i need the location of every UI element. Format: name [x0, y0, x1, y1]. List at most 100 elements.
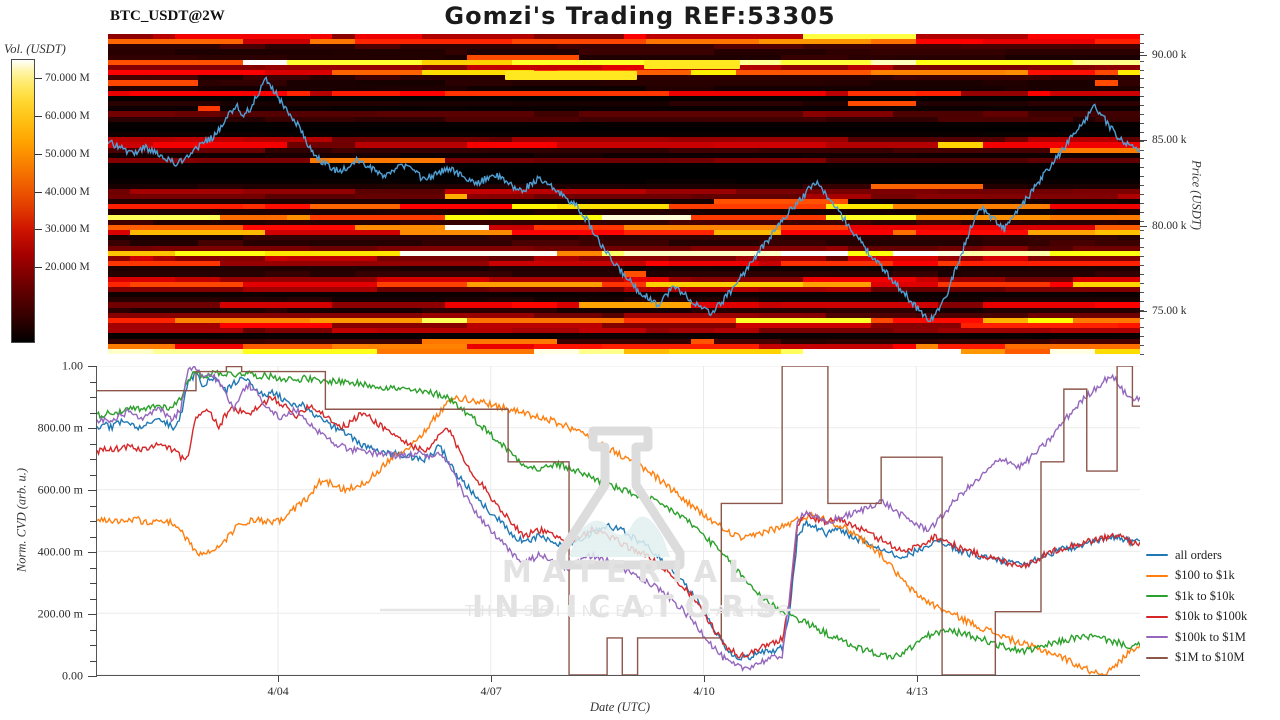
cvd-y-minor-tick	[90, 676, 97, 677]
price-minor-tick	[1140, 87, 1144, 89]
heatmap-cell	[175, 163, 289, 169]
heatmap-cell	[915, 214, 1052, 221]
order-book-heatmap[interactable]	[108, 34, 1140, 354]
heatmap-cell	[825, 204, 895, 211]
cvd-chart-panel[interactable]: 1.00 800.00 m 600.00 m 400.00 m 200.00 m 0.00…	[38, 359, 1140, 698]
legend-item[interactable]: $100 to $1k	[1146, 566, 1247, 587]
heatmap-cell	[1005, 137, 1030, 143]
heatmap-cell	[108, 178, 155, 185]
legend-item[interactable]: $100k to $1M	[1146, 627, 1247, 648]
heatmap-cell	[422, 307, 558, 314]
heatmap-cell	[1050, 261, 1140, 267]
heatmap-cell	[624, 230, 715, 236]
heatmap-row	[108, 49, 1140, 56]
heatmap-cell	[893, 323, 962, 329]
heatmap-cell	[511, 235, 581, 242]
legend-item[interactable]: all orders	[1146, 545, 1247, 566]
heatmap-cell	[825, 307, 917, 314]
heatmap-cell	[511, 101, 671, 107]
heatmap-cell	[624, 297, 693, 303]
heatmap-cell	[108, 307, 132, 314]
heatmap-cell	[354, 142, 469, 149]
heatmap-cell	[265, 85, 379, 92]
cvd-y-minor-tick	[90, 490, 97, 491]
heatmap-cell	[287, 101, 401, 107]
cvd-y-minor-tick	[90, 567, 97, 569]
heatmap-cell	[1095, 80, 1119, 87]
heatmap-cell	[175, 49, 334, 56]
heatmap-cell	[668, 147, 760, 154]
heatmap-cell	[354, 173, 446, 180]
heatmap-cell	[534, 163, 581, 169]
heatmap-cell	[1117, 209, 1140, 216]
heatmap-cell	[1117, 297, 1140, 303]
heatmap-cell	[758, 312, 805, 319]
cvd-y-tick-label: 600.00 m	[37, 482, 83, 497]
heatmap-cell	[1072, 276, 1140, 283]
heatmap-cell	[242, 183, 379, 190]
heatmap-cell	[579, 235, 603, 242]
heatmap-cell	[332, 323, 469, 329]
heatmap-cell	[646, 338, 693, 345]
heatmap-cell	[982, 245, 1030, 252]
heatmap-row	[108, 44, 1140, 51]
heatmap-cell	[130, 240, 199, 247]
heatmap-cell	[982, 302, 1052, 309]
heatmap-cell	[825, 49, 872, 56]
heatmap-cell	[893, 261, 940, 267]
heatmap-cell	[108, 235, 244, 242]
heatmap-cell	[197, 106, 222, 112]
legend-label: $100k to $1M	[1175, 629, 1246, 644]
heatmap-cell	[265, 219, 312, 226]
heatmap-cell	[265, 230, 401, 236]
heatmap-cell	[803, 34, 917, 40]
heatmap-cell	[915, 194, 985, 200]
cvd-y-minor-tick	[90, 521, 97, 522]
date-tick-label: 4/07	[480, 684, 502, 698]
price-tick-label: 90.00 k	[1152, 48, 1187, 61]
heatmap-cell	[803, 281, 872, 288]
heatmap-cell	[265, 44, 356, 51]
heatmap-row	[108, 34, 1140, 40]
heatmap-cell	[915, 90, 962, 97]
heatmap-cell	[1027, 157, 1140, 164]
heatmap-cell	[624, 348, 671, 354]
heatmap-cell	[287, 214, 312, 221]
heatmap-cell	[444, 173, 469, 180]
heatmap-cell	[108, 245, 155, 252]
heatmap-cell	[713, 157, 828, 164]
heatmap-row	[108, 245, 1140, 252]
heatmap-cell	[511, 178, 648, 185]
heatmap-cell	[108, 168, 155, 174]
heatmap-cell	[108, 209, 267, 216]
legend-item[interactable]: $1k to $10k	[1146, 586, 1247, 607]
heatmap-cell	[668, 240, 760, 247]
heatmap-cell	[1072, 188, 1140, 195]
colorbar-tick-label: 30.000 M	[45, 223, 90, 236]
heatmap-cell	[265, 307, 289, 314]
heatmap-cell	[108, 95, 244, 102]
legend-item[interactable]: $10k to $100k	[1146, 607, 1247, 628]
cvd-plot	[97, 366, 1140, 675]
heatmap-cell	[152, 34, 177, 40]
heatmap-cell	[466, 64, 603, 71]
heatmap-cell	[803, 348, 828, 354]
heatmap-cell	[108, 317, 177, 324]
cvd-y-minor-tick	[90, 459, 97, 460]
heatmap-cell	[1095, 116, 1140, 123]
heatmap-cell	[691, 338, 715, 345]
heatmap-cell	[781, 348, 805, 354]
heatmap-row	[108, 90, 1140, 97]
heatmap-cell	[915, 307, 985, 314]
heatmap-cell	[668, 168, 828, 174]
heatmap-cell	[152, 255, 177, 262]
heatmap-cell	[534, 194, 693, 200]
heatmap-cell	[893, 126, 985, 133]
heatmap-cell	[938, 338, 1007, 345]
legend-item[interactable]: $1M to $10M	[1146, 648, 1247, 669]
heatmap-cell	[758, 286, 828, 293]
heatmap-cell	[601, 250, 626, 257]
heatmap-cell	[960, 271, 1097, 278]
heatmap-cell	[399, 235, 491, 242]
colorbar-title: Vol. (USDT)	[4, 42, 66, 56]
